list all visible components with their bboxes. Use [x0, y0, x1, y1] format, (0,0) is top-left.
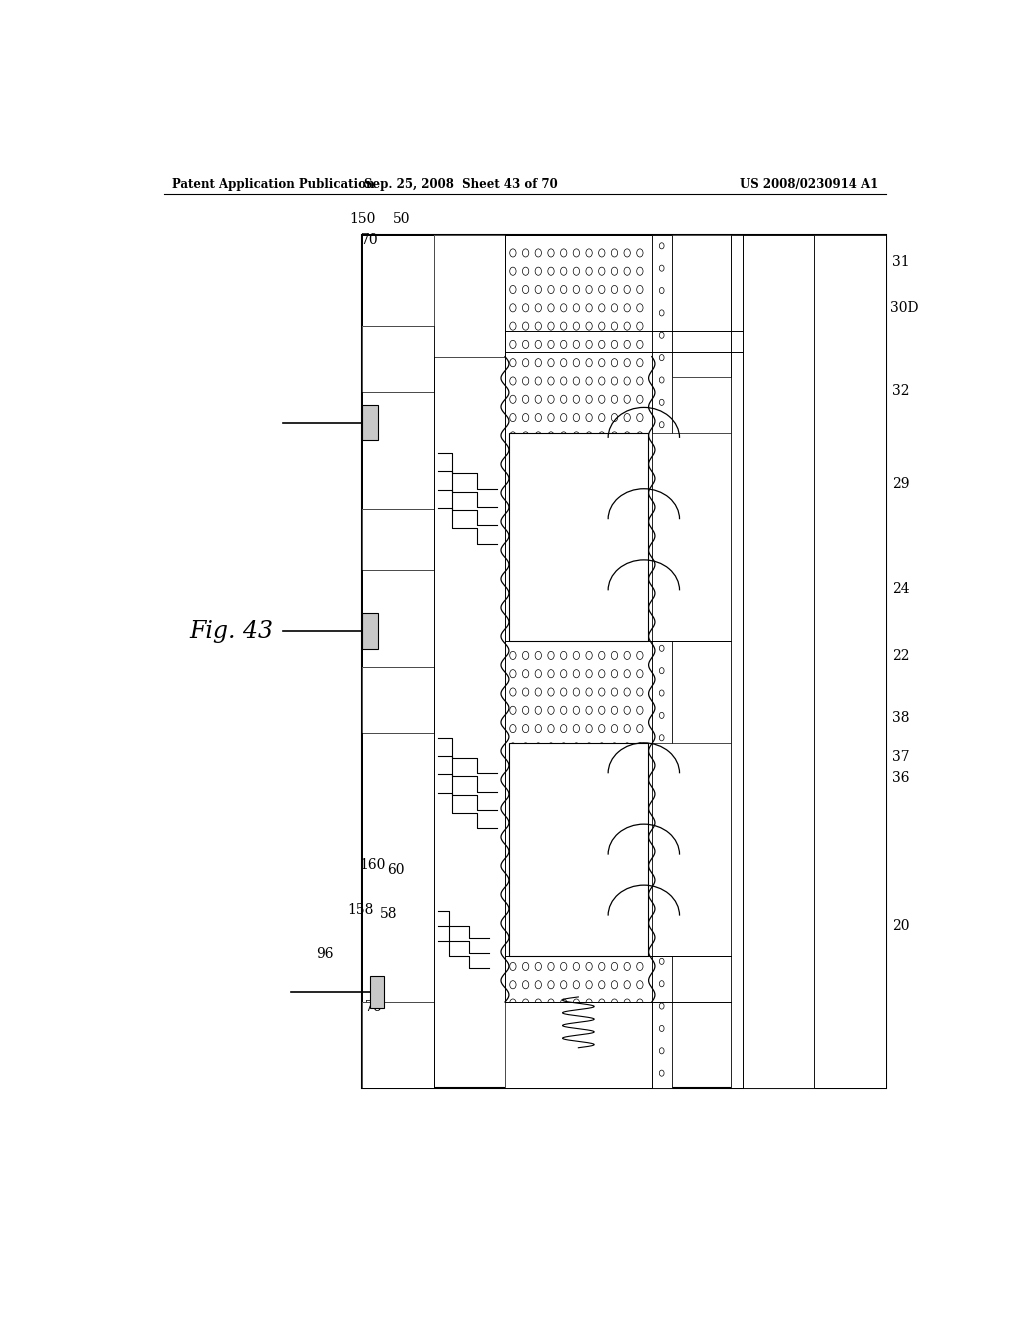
Bar — [652, 235, 672, 1089]
Bar — [743, 235, 814, 1089]
Bar — [362, 1002, 433, 1089]
Bar — [362, 235, 433, 1089]
Bar — [672, 235, 731, 378]
Text: 150: 150 — [349, 213, 376, 227]
Bar — [652, 433, 731, 642]
Bar — [362, 326, 433, 392]
Text: 24: 24 — [892, 582, 910, 597]
Bar — [362, 667, 433, 733]
Bar — [362, 614, 378, 649]
Bar — [509, 433, 648, 642]
Text: 50: 50 — [393, 213, 411, 227]
Text: 96: 96 — [316, 948, 334, 961]
Bar — [433, 235, 505, 356]
Text: 30D: 30D — [890, 301, 919, 314]
Bar — [362, 235, 886, 1089]
Bar — [362, 1002, 433, 1089]
Bar — [509, 743, 648, 956]
Text: 158: 158 — [347, 903, 374, 916]
Bar — [814, 235, 886, 1089]
Bar — [433, 235, 505, 356]
Bar — [505, 235, 652, 1089]
Text: 60: 60 — [387, 863, 404, 876]
Text: 70: 70 — [361, 232, 379, 247]
Bar — [370, 975, 384, 1008]
Bar — [672, 235, 731, 378]
Text: US 2008/0230914 A1: US 2008/0230914 A1 — [739, 178, 878, 191]
Text: 37: 37 — [892, 750, 910, 764]
Bar — [362, 326, 433, 392]
Bar — [731, 235, 743, 1089]
Text: 32: 32 — [892, 384, 909, 399]
Text: 31: 31 — [892, 255, 910, 269]
Text: Sep. 25, 2008  Sheet 43 of 70: Sep. 25, 2008 Sheet 43 of 70 — [365, 178, 558, 191]
Bar — [362, 510, 433, 570]
Bar — [814, 235, 886, 1089]
Text: Fig. 43: Fig. 43 — [189, 619, 273, 643]
Text: 76: 76 — [366, 1001, 383, 1014]
Text: 36: 36 — [892, 771, 909, 785]
Text: 58: 58 — [380, 907, 397, 920]
Bar — [505, 1002, 652, 1089]
Bar — [731, 235, 743, 1089]
Bar — [505, 1002, 652, 1089]
Text: 22: 22 — [892, 649, 909, 664]
Text: 29: 29 — [892, 477, 909, 491]
Text: Patent Application Publication: Patent Application Publication — [172, 178, 374, 191]
Bar — [362, 667, 433, 733]
Text: 38: 38 — [892, 711, 909, 726]
Bar — [362, 405, 378, 441]
Text: 20: 20 — [892, 919, 909, 933]
Text: 160: 160 — [359, 858, 386, 871]
Bar — [652, 743, 731, 956]
Bar — [362, 510, 433, 570]
